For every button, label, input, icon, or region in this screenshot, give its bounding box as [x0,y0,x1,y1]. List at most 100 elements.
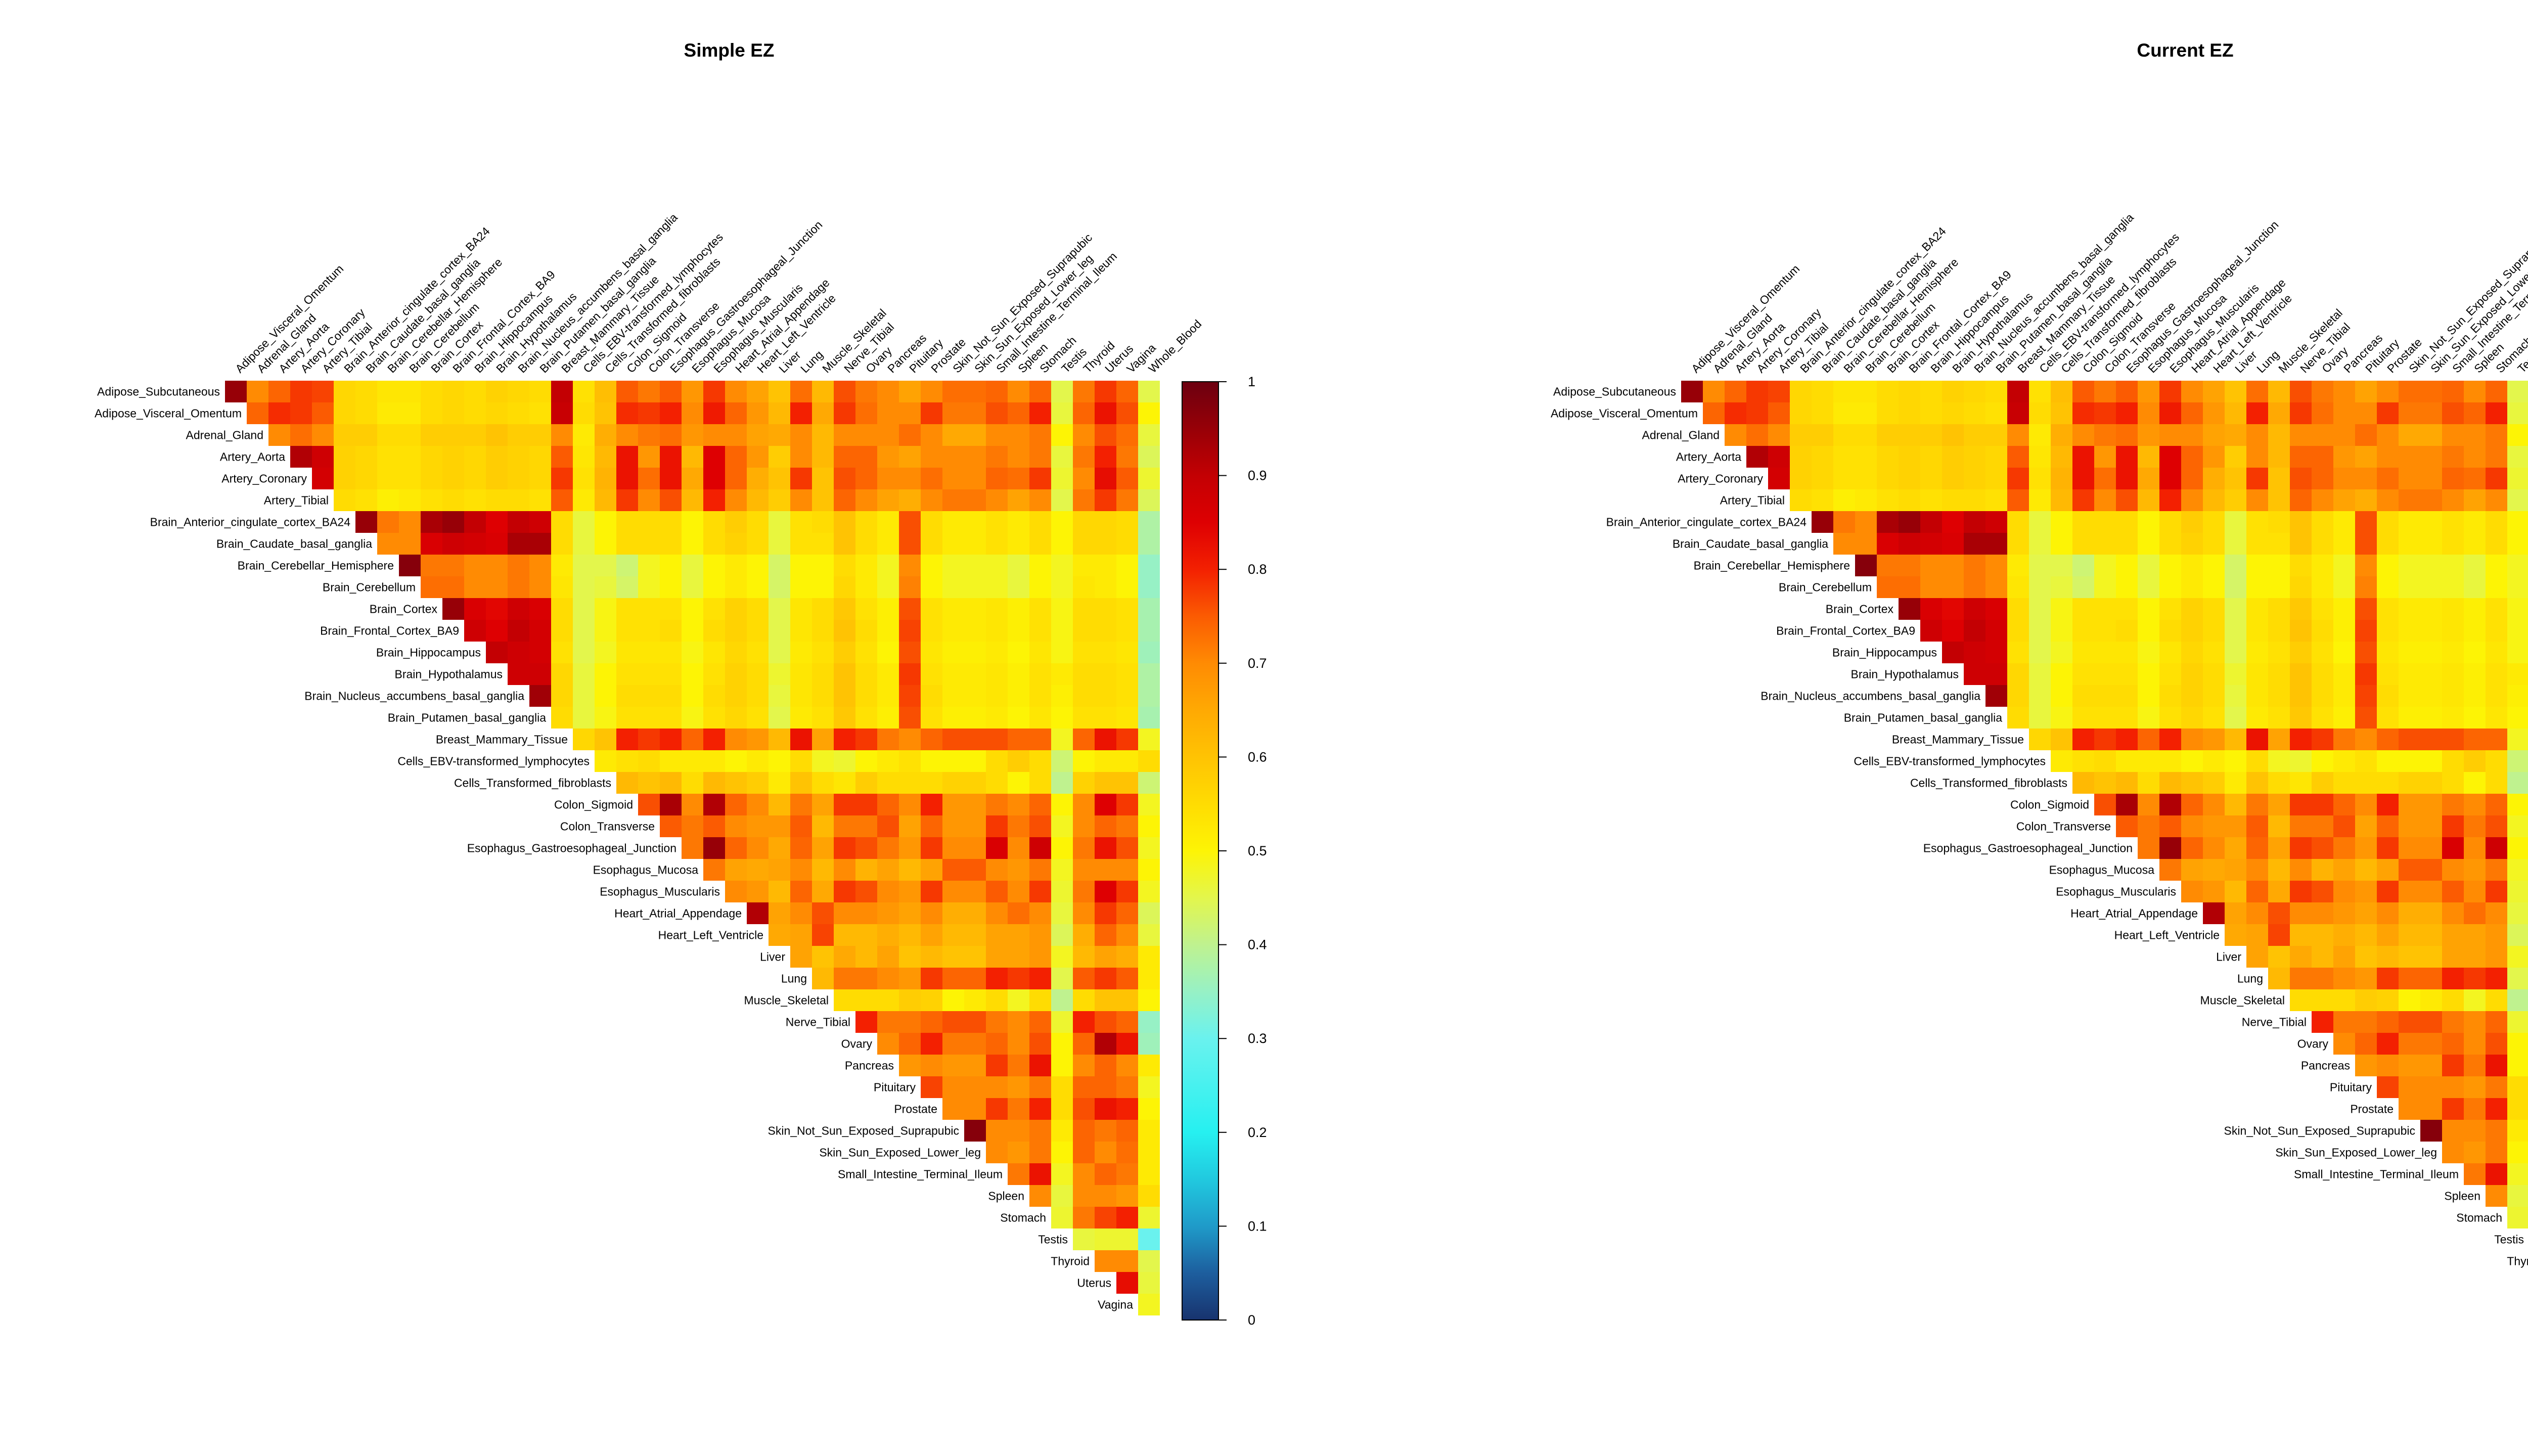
heatmap-cell [1095,729,1116,750]
heatmap-cell [529,424,551,446]
heatmap-cell [2181,707,2203,729]
heatmap-cell [1116,1098,1138,1120]
heatmap-cell [2138,729,2159,750]
heatmap-cell [2290,598,2312,620]
heatmap-cell [2377,750,2399,772]
heatmap-cell [2399,968,2420,989]
heatmap-cell [595,402,616,424]
heatmap-cell [2486,1098,2507,1120]
heatmap-cell [2377,1033,2399,1055]
heatmap-cell [877,381,899,402]
heatmap-cell [1138,946,1160,968]
heatmap-cell [2268,707,2290,729]
heatmap-cell [964,946,986,968]
heatmap-cell [2312,837,2333,859]
heatmap-cell [834,663,855,685]
heatmap-cell [942,750,964,772]
row-label: Thyroid [1051,1255,1090,1268]
heatmap-cell [1138,1228,1160,1250]
heatmap-cell [682,468,703,489]
row-label: Skin_Not_Sun_Exposed_Suprapubic [768,1124,960,1138]
heatmap-cell [877,576,899,598]
heatmap-cell [1051,1011,1073,1033]
heatmap-cell [2007,381,2029,402]
row-label: Adrenal_Gland [186,429,263,442]
heatmap-cell [2486,772,2507,794]
heatmap-cell [2246,598,2268,620]
heatmap-cell [529,533,551,555]
heatmap-cell [2420,598,2442,620]
heatmap-cell [834,620,855,642]
heatmap-cell [1138,663,1160,685]
heatmap-cell [2420,881,2442,902]
heatmap-cell [964,794,986,815]
heatmap-cell [2464,750,2486,772]
heatmap-cell [747,489,769,511]
heatmap-cell [2442,598,2464,620]
heatmap-cell [899,576,921,598]
heatmap-cell [616,381,638,402]
heatmap-cell [2138,815,2159,837]
heatmap-cell [1095,424,1116,446]
heatmap-cell [1116,489,1138,511]
heatmap-cell [1116,881,1138,902]
heatmap-cell [616,402,638,424]
heatmap-cell [2355,1055,2377,1076]
heatmap-cell [2377,381,2399,402]
heatmap-cell [2333,750,2355,772]
heatmap-cell [1095,533,1116,555]
heatmap-cell [1029,794,1051,815]
heatmap-cell [2507,859,2528,881]
heatmap-cell [2094,685,2116,707]
heatmap-cell [2486,881,2507,902]
heatmap-cell [855,468,877,489]
heatmap-cell [2094,750,2116,772]
heatmap-cell [1095,1228,1116,1250]
heatmap-cell [1138,707,1160,729]
heatmap-cell [1051,837,1073,859]
heatmap-cell [2268,859,2290,881]
heatmap-cell [1095,968,1116,989]
heatmap-cell [399,511,421,533]
heatmap-cell [421,489,442,511]
heatmap-cell [2029,707,2051,729]
heatmap-cell [986,815,1008,837]
heatmap-cell [464,555,486,576]
heatmap-cell [2486,663,2507,685]
heatmap-cell [1138,1250,1160,1272]
heatmap-cell [2268,402,2290,424]
heatmap-cell [1095,837,1116,859]
heatmap-cell [355,446,377,468]
heatmap-cell [855,511,877,533]
row-label: Small_Intestine_Terminal_Ileum [2294,1168,2459,1181]
heatmap-cell [2159,489,2181,511]
heatmap-cell [2507,1011,2528,1033]
heatmap-cell [2181,881,2203,902]
heatmap-cell [2290,402,2312,424]
heatmap-cell [2442,924,2464,946]
heatmap-cell [1138,794,1160,815]
heatmap-cell [2225,815,2246,837]
heatmap-cell [1790,468,1812,489]
heatmap-cell [1833,381,1855,402]
heatmap-cell [812,859,834,881]
heatmap-cell [2442,555,2464,576]
heatmap-cell [921,859,942,881]
heatmap-cell [2399,946,2420,968]
heatmap-cell [1073,1207,1095,1228]
colorbar-tick-label: 0.1 [1248,1218,1267,1234]
heatmap-cell [2377,1076,2399,1098]
row-label: Liver [760,950,785,964]
heatmap-cell [2442,794,2464,815]
heatmap-cell [1138,576,1160,598]
heatmap-cell [2399,424,2420,446]
heatmap-cell [942,555,964,576]
heatmap-cell [2507,772,2528,794]
heatmap-cell [464,511,486,533]
heatmap-cell [2094,446,2116,468]
heatmap-cell [877,402,899,424]
heatmap-cell [2051,489,2072,511]
heatmap-cell [2029,685,2051,707]
heatmap-cell [2246,663,2268,685]
heatmap-cell [2312,750,2333,772]
